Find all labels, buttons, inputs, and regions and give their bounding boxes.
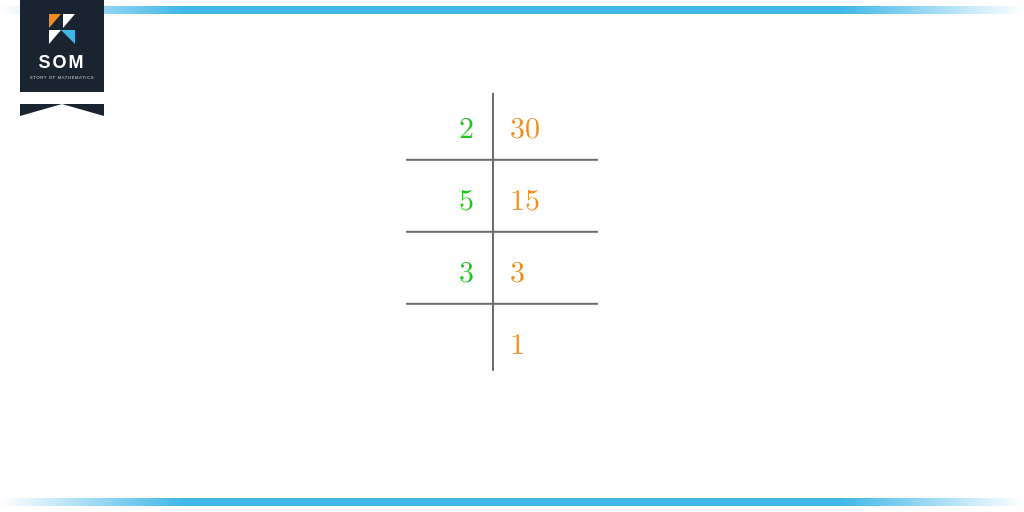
bottom-accent-bar <box>0 498 1024 506</box>
factorization-diagram: 230515331 <box>382 93 642 433</box>
brand-name: SOM <box>38 52 85 73</box>
brand-badge: SOM STORY OF MATHEMATICS <box>20 0 104 104</box>
brand-mark-icon <box>45 12 79 46</box>
quotient-value: 15 <box>510 183 540 219</box>
divisor-value: 2 <box>434 111 474 147</box>
brand-tagline: STORY OF MATHEMATICS <box>30 75 94 80</box>
quotient-value: 30 <box>510 111 540 147</box>
quotient-value: 1 <box>510 327 525 363</box>
brand-badge-tail <box>20 104 104 116</box>
ladder-horizontal-line <box>406 303 598 305</box>
divisor-value: 3 <box>434 255 474 291</box>
top-accent-bar <box>0 6 1024 14</box>
ladder-horizontal-line <box>406 231 598 233</box>
quotient-value: 3 <box>510 255 525 291</box>
ladder-horizontal-line <box>406 159 598 161</box>
brand-shield: SOM STORY OF MATHEMATICS <box>20 0 104 92</box>
divisor-value: 5 <box>434 183 474 219</box>
